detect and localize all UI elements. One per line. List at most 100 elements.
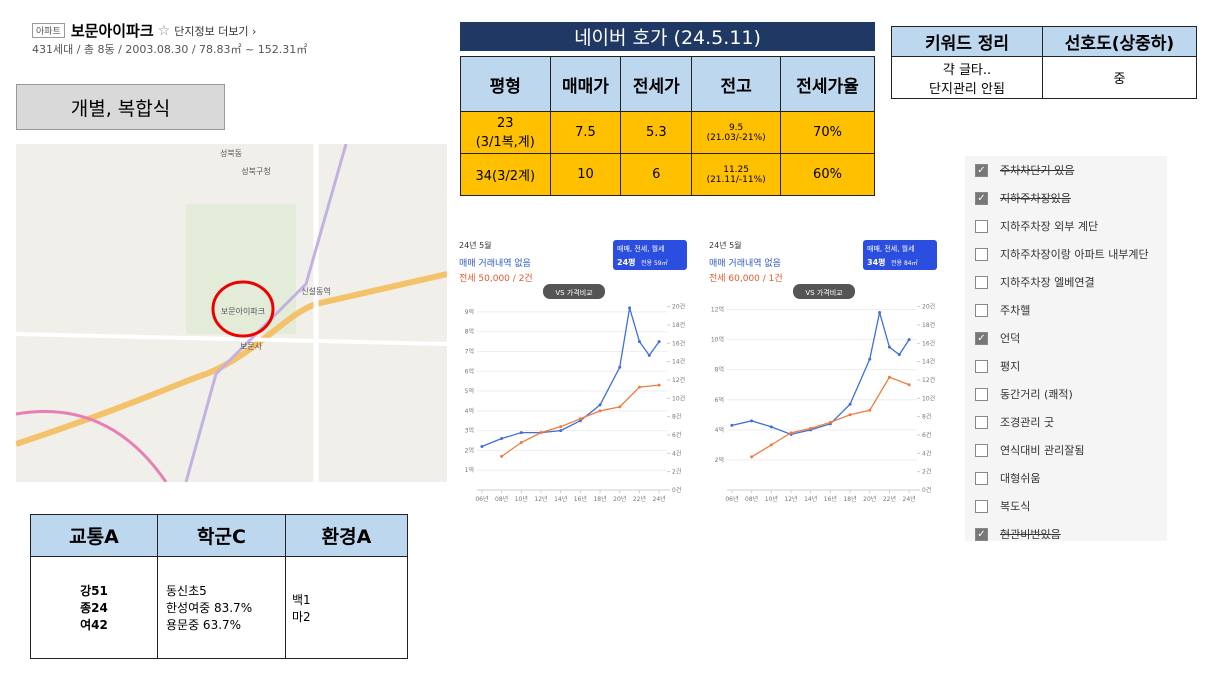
y-tick-label: 4억	[715, 426, 724, 434]
check-item[interactable]: ✓ 주차차단기 있음	[975, 156, 1157, 184]
th: 매매가	[549, 56, 622, 112]
th: 키워드 정리	[891, 26, 1043, 57]
compare-pill	[793, 284, 855, 299]
y-tick-label: 6억	[465, 367, 474, 375]
point	[647, 353, 651, 357]
status: 매매 거래내역 없음	[459, 258, 531, 269]
point	[769, 425, 773, 429]
size: 34평	[867, 257, 886, 267]
point	[868, 408, 872, 412]
check-label: 평지	[1000, 360, 1021, 373]
checkbox[interactable]	[975, 387, 988, 401]
check-label: 지하주차장있음	[1000, 192, 1071, 205]
map-label: 보문아이파크	[221, 306, 265, 316]
check-item[interactable]: 지하주차장이랑 아파트 내부계단	[975, 240, 1157, 268]
point	[848, 413, 852, 417]
check-item[interactable]: 연식대비 관리잘됨	[975, 436, 1157, 464]
checkbox[interactable]	[975, 219, 988, 233]
x-tick-label: 06년	[475, 495, 488, 503]
td: 중	[1042, 56, 1197, 99]
badge: 아파트	[32, 23, 65, 38]
td: 70%	[780, 111, 875, 154]
y2-tick-label: 12건	[922, 376, 935, 384]
checkbox[interactable]	[975, 499, 988, 513]
td: 6	[620, 153, 693, 196]
checkbox[interactable]	[975, 415, 988, 429]
check-label: 지하주차장 엘베연결	[1000, 276, 1095, 289]
check-item[interactable]: 조경관리 굿	[975, 408, 1157, 436]
map-label: 성북구청	[241, 167, 270, 176]
y2-tick-label: 16건	[922, 339, 935, 347]
x-tick-label: 24년	[903, 495, 916, 503]
checkbox[interactable]	[975, 359, 988, 373]
td: 60%	[780, 153, 875, 196]
point	[897, 353, 901, 357]
point	[628, 306, 632, 310]
point	[637, 340, 641, 344]
y-tick-label: 2억	[715, 456, 724, 464]
info-link[interactable]: 단지정보 더보기 ›	[174, 24, 257, 38]
point	[887, 345, 891, 349]
x-tick-label: 24년	[653, 495, 666, 503]
check-label: 지하주차장이랑 아파트 내부계단	[1000, 248, 1149, 261]
point	[500, 454, 504, 458]
point	[657, 340, 661, 344]
check-item[interactable]: 복도식	[975, 492, 1157, 520]
size: 24평	[617, 257, 636, 267]
checkbox[interactable]: ✓	[975, 331, 988, 345]
y-tick-label: 10억	[711, 336, 724, 344]
checkbox[interactable]	[975, 247, 988, 261]
check-item[interactable]: 지하주차장 외부 계단	[975, 212, 1157, 240]
x-tick-label: 16년	[824, 495, 837, 503]
subway-line	[16, 410, 168, 482]
checkbox[interactable]	[975, 303, 988, 317]
check-item[interactable]: 평지	[975, 352, 1157, 380]
check-item[interactable]: 주차헬	[975, 296, 1157, 324]
check-label: 연식대비 관리잘됨	[1000, 444, 1085, 457]
link-text: 단지정보 더보기	[174, 24, 249, 38]
check-item[interactable]: ✓ 언덕	[975, 324, 1157, 352]
checkbox[interactable]	[975, 471, 988, 485]
check-item[interactable]: 지하주차장 엘베연결	[975, 268, 1157, 296]
y2-tick-label: 10건	[922, 394, 935, 402]
point	[480, 444, 484, 448]
y-tick-label: 3억	[465, 427, 474, 435]
check-item[interactable]: 대형쉬움	[975, 464, 1157, 492]
checkbox[interactable]	[975, 275, 988, 289]
compare: VS 가격비교	[805, 288, 843, 297]
checkbox[interactable]	[975, 443, 988, 457]
price-line	[751, 376, 910, 458]
y-tick-label: 7억	[465, 347, 474, 355]
y2-tick-label: 0건	[922, 486, 931, 494]
point	[750, 455, 754, 459]
x-tick-label: 12년	[784, 495, 797, 503]
highlight-circle	[211, 280, 275, 338]
y2-tick-label: 4건	[672, 449, 681, 457]
x-tick-label: 16년	[574, 495, 587, 503]
checkbox[interactable]: ✓	[975, 191, 988, 205]
x-tick-label: 22년	[633, 495, 646, 503]
size-detail: 전용 59㎡	[641, 259, 668, 267]
check-item[interactable]: ✓ 현관비번있음	[975, 520, 1157, 548]
x-tick-label: 06년	[725, 495, 738, 503]
td: 34(3/2계)	[460, 153, 551, 196]
point	[519, 431, 523, 435]
point	[539, 431, 543, 435]
check-label: 언덕	[1000, 332, 1021, 345]
map-label: 보문사	[240, 342, 263, 351]
th: 교통A	[30, 514, 158, 557]
check-label: 현관비번있음	[1000, 528, 1061, 541]
star-icon[interactable]: ☆	[157, 22, 171, 39]
td: 23 (3/1복,계)	[460, 111, 551, 154]
y2-tick-label: 0건	[672, 486, 681, 494]
point	[618, 405, 622, 409]
rent: 전세 60,000 / 1건	[709, 273, 783, 284]
checkbox[interactable]: ✓	[975, 527, 988, 541]
check-item[interactable]: ✓ 지하주차장있음	[975, 184, 1157, 212]
filter: 매매, 전세, 월세	[867, 244, 915, 253]
td: 10	[549, 153, 622, 196]
check-label: 대형쉬움	[1000, 472, 1041, 485]
checkbox[interactable]: ✓	[975, 163, 988, 177]
check-item[interactable]: 동간거리 (쾌적)	[975, 380, 1157, 408]
